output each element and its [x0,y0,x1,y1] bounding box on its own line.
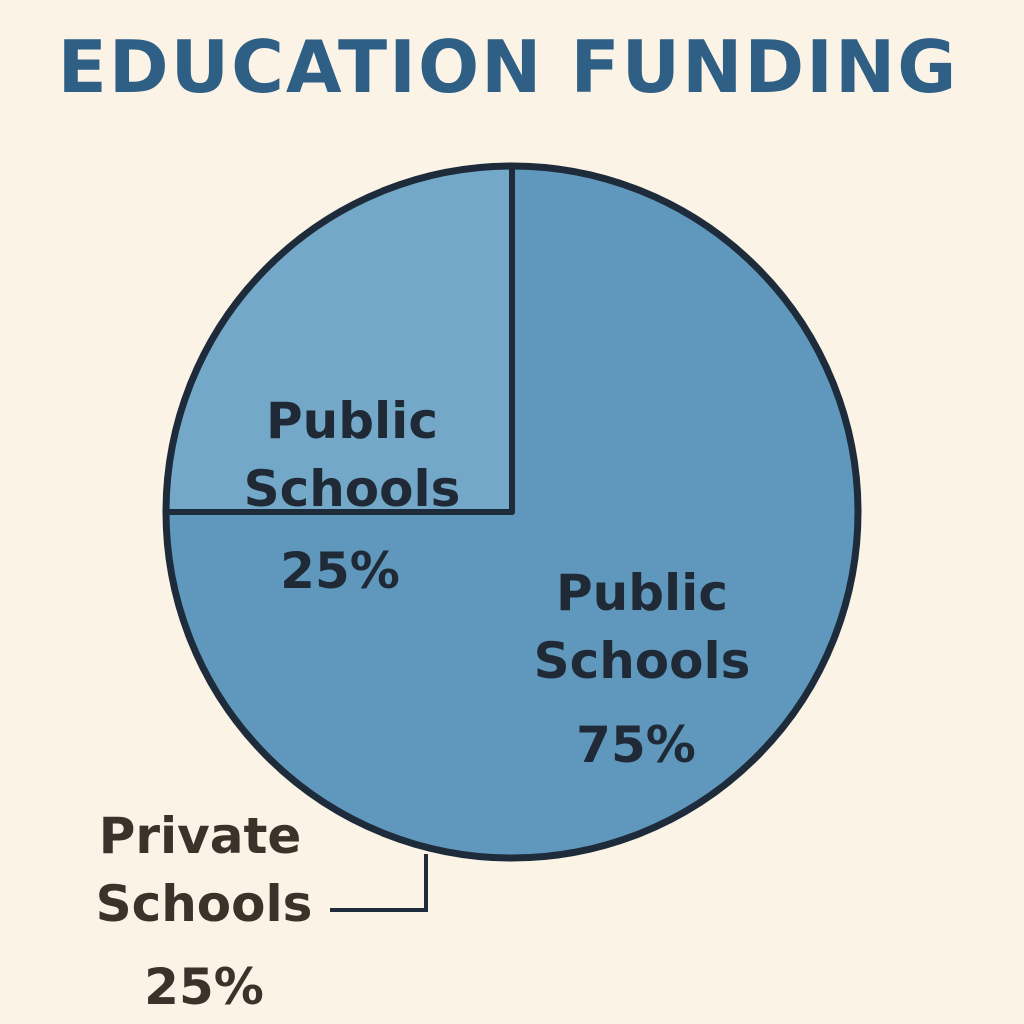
slice-label-public-75-line1: Public [556,564,728,622]
slice-value-public-75: 75% [576,716,696,774]
callout-label-private-line2: Schools [96,875,313,933]
slice-label-public-75-line2: Schools [534,632,751,690]
slice-label-public-25-line1: Public [266,392,438,450]
callout-value-private: 25% [144,958,264,1016]
pie-outline [162,162,862,862]
callout-labels: Private Schools 25% [96,807,313,1016]
slice-label-public-25-line2: Schools [244,460,461,518]
slice-labels: Public Schools 75% Public Schools 25% [244,392,751,774]
callout-label-private-line1: Private [99,807,302,865]
slice-value-public-25: 25% [280,542,400,600]
chart-title: EDUCATION FUNDING [58,25,959,109]
callout-leader-line [330,854,428,912]
